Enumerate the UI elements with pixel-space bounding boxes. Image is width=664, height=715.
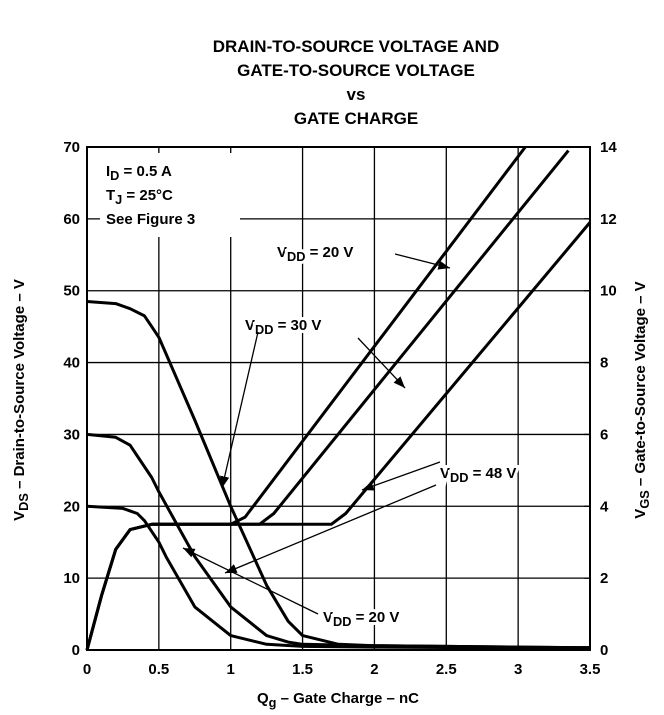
- y2-tick-label: 8: [600, 355, 608, 372]
- y-axis-label-main: V: [11, 511, 28, 521]
- x-tick-label: 2: [370, 661, 378, 678]
- conditions-box: [100, 153, 240, 237]
- condition-main: I: [106, 163, 110, 180]
- annotation-sub: DD: [287, 249, 305, 264]
- annotation-rest: = 20 V: [351, 609, 399, 626]
- x-axis-label-main: Q: [257, 690, 269, 707]
- annotation: VDD = 30 V: [245, 317, 321, 337]
- y-axis-label: VDS – Drain-to-Source Voltage – V: [11, 279, 31, 521]
- y2-axis-label-sub: GS: [637, 490, 652, 508]
- condition-rest: = 0.5 A: [119, 163, 172, 180]
- annotation-main: V: [440, 465, 450, 482]
- y2-tick-label: 4: [600, 498, 609, 515]
- y2-axis-label-rest: – Gate-to-Source Voltage – V: [632, 281, 649, 490]
- y2-axis-label: VGS – Gate-to-Source Voltage – V: [632, 281, 652, 518]
- x-axis-label: Qg – Gate Charge – nC: [257, 690, 419, 710]
- y2-tick-label: 12: [600, 211, 617, 228]
- condition: See Figure 3: [106, 211, 195, 228]
- y-tick-label: 10: [63, 570, 80, 587]
- annotation-arrow: [357, 337, 406, 389]
- condition: TJ = 25°C: [106, 187, 173, 207]
- annotation: VDD = 20 V: [323, 609, 399, 629]
- chart-title: vs: [347, 85, 366, 104]
- x-tick-label: 3.5: [580, 661, 601, 678]
- annotation-arrow: [361, 461, 441, 491]
- annotation-rest: = 48 V: [468, 465, 516, 482]
- annotation: VDD = 20 V: [277, 244, 353, 264]
- y-tick-label: 60: [63, 211, 80, 228]
- x-axis-label-sub: g: [269, 695, 277, 710]
- chart-title: DRAIN-TO-SOURCE VOLTAGE AND: [213, 37, 499, 56]
- annotation-sub: DD: [255, 322, 273, 337]
- x-tick-label: 0: [83, 661, 91, 678]
- data-line: [85, 221, 592, 651]
- y2-tick-label: 6: [600, 426, 608, 443]
- y-tick-label: 0: [72, 642, 80, 659]
- annotation-arrow: [224, 484, 437, 574]
- condition-sub: J: [115, 192, 122, 207]
- x-tick-label: 0.5: [148, 661, 169, 678]
- annotation: VDD = 48 V: [440, 465, 516, 485]
- annotation-rest: = 20 V: [305, 244, 353, 261]
- annotation-sub: DD: [333, 614, 351, 629]
- plot-frame: [86, 146, 591, 651]
- x-axis-label-rest: – Gate Charge – nC: [276, 690, 419, 707]
- y-tick-label: 30: [63, 426, 80, 443]
- annotation-main: V: [245, 317, 255, 334]
- y2-tick-label: 0: [600, 642, 608, 659]
- y-axis-label-rest: – Drain-to-Source Voltage – V: [11, 279, 28, 493]
- condition-rest: = 25°C: [122, 187, 173, 204]
- annotation-arrow: [394, 253, 451, 270]
- condition-sub: D: [110, 168, 119, 183]
- y-axis-label-sub: DS: [16, 493, 31, 511]
- data-line: [86, 504, 590, 650]
- y2-axis-label-main: V: [632, 509, 649, 519]
- condition: ID = 0.5 A: [106, 163, 172, 183]
- x-tick-label: 1: [227, 661, 235, 678]
- x-tick-label: 2.5: [436, 661, 457, 678]
- annotation-main: V: [277, 244, 287, 261]
- annotation-rest: = 30 V: [273, 317, 321, 334]
- y2-tick-label: 10: [600, 283, 617, 300]
- y2-tick-label: 2: [600, 570, 608, 587]
- x-tick-label: 3: [514, 661, 522, 678]
- condition-main: See Figure 3: [106, 211, 195, 228]
- x-tick-label: 1.5: [292, 661, 313, 678]
- annotation-arrow: [182, 547, 319, 615]
- y-tick-label: 50: [63, 283, 80, 300]
- y-tick-label: 40: [63, 355, 80, 372]
- annotation-arrow: [220, 331, 259, 489]
- chart-title: GATE-TO-SOURCE VOLTAGE: [237, 61, 475, 80]
- condition-main: T: [106, 187, 115, 204]
- chart-title: GATE CHARGE: [294, 109, 418, 128]
- annotation-main: V: [323, 609, 333, 626]
- y-tick-label: 20: [63, 498, 80, 515]
- annotation-sub: DD: [450, 470, 468, 485]
- y-tick-label: 70: [63, 139, 80, 156]
- y2-tick-label: 14: [600, 139, 617, 156]
